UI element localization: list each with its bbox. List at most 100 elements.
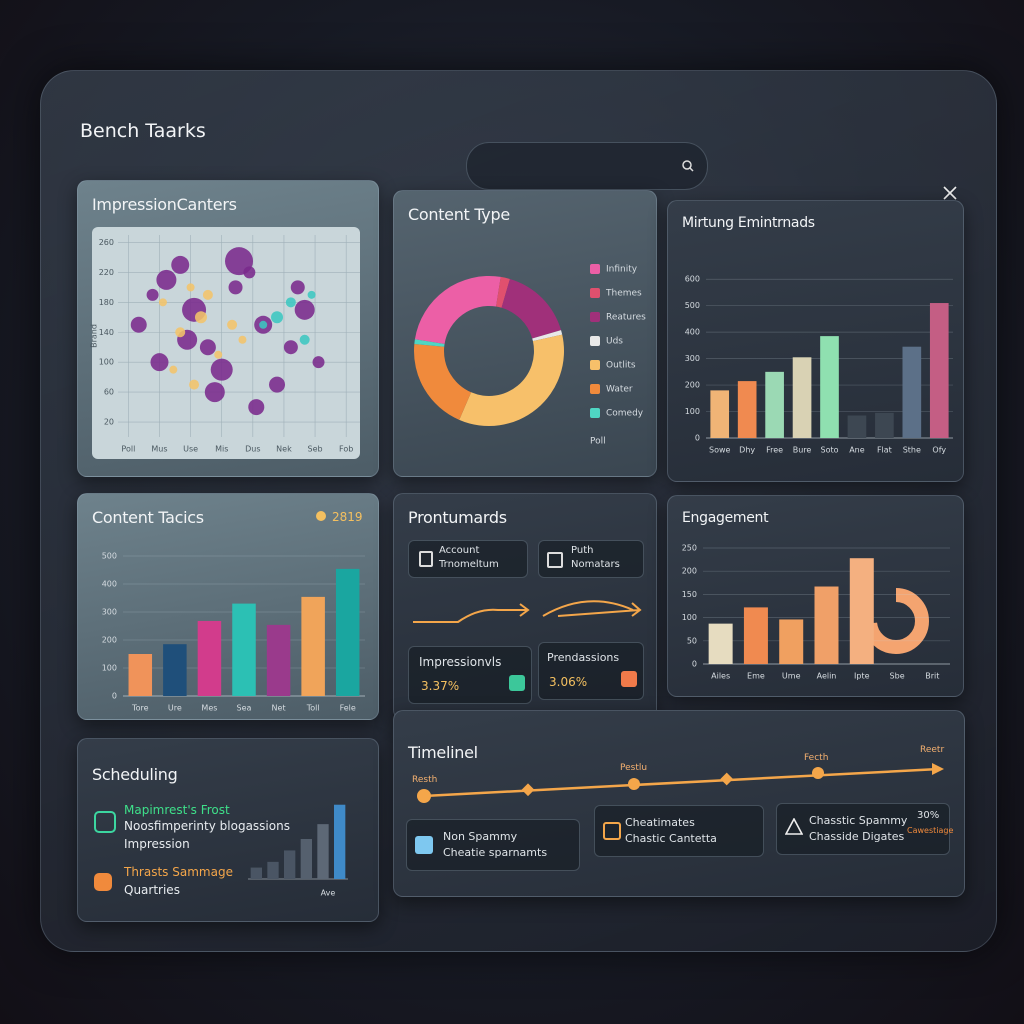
card-line: Non Spammy (443, 830, 518, 843)
metric-card[interactable]: Prendassions 3.06% (538, 642, 644, 700)
promo-card[interactable]: Account Trnomeltum (408, 540, 528, 578)
item-title: Mapimrest's Frost (124, 803, 230, 817)
x-tick-label: Use (183, 445, 198, 454)
bar (250, 867, 262, 879)
bar (847, 415, 867, 438)
content-tactics-panel: Content Tacics 2819 0 100 200 300 400 500 Tore… (77, 493, 379, 720)
y-tick-label: 0 (112, 692, 117, 701)
bar (284, 850, 296, 879)
bubble (248, 399, 265, 416)
item-title: Thrasts Sammage (124, 865, 233, 879)
bar (232, 603, 256, 696)
card-line: Chastic Cantetta (625, 832, 717, 845)
search-bar[interactable] (466, 142, 708, 190)
timeline-track (417, 763, 944, 803)
y-tick-label: 60 (104, 388, 114, 397)
item-icon (94, 811, 116, 833)
timeline-card[interactable]: Cheatimates Chastic Cantetta (594, 805, 764, 857)
x-tick-label: Ailes (711, 672, 730, 681)
bubble (312, 356, 325, 369)
legend-label: Reatures (606, 313, 646, 323)
bubble (189, 379, 200, 390)
card-stat-label: Cawestiage (907, 826, 954, 835)
bubble (210, 358, 233, 381)
y-tick-label: 50 (687, 636, 697, 645)
y-tick-label: 250 (682, 544, 697, 553)
y-tick-label: 400 (685, 328, 700, 337)
search-icon (682, 160, 694, 172)
bar (267, 861, 279, 879)
bar (820, 336, 839, 438)
timeline-marker: Fecth (804, 753, 829, 763)
donut-slice (459, 334, 564, 426)
card-line: Nomatars (571, 559, 620, 570)
y-tick-label: 100 (685, 407, 700, 416)
bubble (186, 283, 195, 292)
badge: 2819 (316, 510, 363, 524)
mirtung-panel: Mirtung Emintrnads 0 100 200 300 400 500 600 So… (667, 200, 964, 482)
warning-icon (785, 818, 803, 835)
panel-title: Prontumards (408, 508, 507, 527)
footer-label: Ave (321, 889, 336, 898)
legend-swatch (590, 288, 600, 298)
bubble (294, 299, 315, 320)
card-line: Account (439, 545, 480, 556)
bubble (271, 311, 284, 324)
bar (300, 839, 312, 879)
engagement-panel: Engagement 0 50 100 150 200 250 Ailes Eme Ume Ael… (667, 495, 964, 697)
metric-label: Impressionvls (419, 655, 502, 669)
legend-label: Water (606, 385, 633, 395)
bubble (130, 316, 147, 333)
legend-swatch (590, 384, 600, 394)
timeline-card[interactable]: Non Spammy Cheatie sparnamts (406, 819, 580, 871)
legend-label: Infinity (606, 265, 638, 275)
y-tick-label: 100 (682, 613, 697, 622)
timeline-card[interactable]: Chasstic Spammy Chasside Digates 30% Caw… (776, 803, 954, 855)
y-axis-label: Brand (90, 324, 99, 348)
donut-slice (496, 276, 510, 308)
bubble (194, 311, 207, 324)
donut-slice (414, 276, 501, 344)
bar (128, 654, 153, 696)
bar (737, 381, 757, 438)
x-tick-label: Sthe (903, 446, 921, 455)
x-tick-label: Brit (925, 672, 939, 681)
y-tick-label: 100 (99, 358, 114, 367)
bar (708, 623, 733, 664)
bar (779, 619, 804, 664)
metric-value: 3.37% (421, 679, 460, 693)
y-tick-label: 600 (685, 275, 700, 284)
badge-text: 2819 (332, 510, 363, 524)
timeline-panel: Timelinel Resth Pestlu Fecth Reetr Non S… (393, 710, 965, 897)
bubble (169, 365, 178, 374)
x-tick-label: Ure (168, 704, 182, 713)
bar-chart: 0 100 200 300 400 500 600 Sowe Dhy Free Bure Soto An… (685, 275, 953, 455)
y-tick-label: 220 (99, 268, 114, 277)
legend-swatch (590, 360, 600, 370)
bar (902, 346, 922, 438)
bar (317, 824, 329, 879)
bubble (150, 353, 169, 372)
bubble (146, 288, 159, 301)
legend-swatch (590, 264, 600, 274)
bar (335, 568, 360, 696)
bubble (199, 339, 216, 356)
y-tick-label: 150 (682, 590, 697, 599)
panel-title: Scheduling (92, 765, 178, 784)
metric-label: Prendassions (547, 651, 620, 664)
close-button[interactable] (942, 185, 958, 201)
item-icon (94, 873, 112, 891)
bubble (285, 297, 296, 308)
metric-card[interactable]: Impressionvls 3.37% (408, 646, 532, 704)
bubble (156, 269, 177, 290)
promo-card[interactable]: Puth Nomatars (538, 540, 644, 578)
x-tick-label: Sea (237, 704, 252, 713)
x-tick-label: Nek (276, 445, 292, 454)
timeline-marker: Resth (412, 775, 438, 785)
legend-label: Comedy (606, 409, 644, 419)
bar (875, 412, 894, 438)
bar (197, 620, 222, 696)
x-tick-label: Bure (793, 446, 812, 455)
legend-label: Uds (606, 337, 623, 347)
x-tick-label: Toll (306, 704, 320, 713)
